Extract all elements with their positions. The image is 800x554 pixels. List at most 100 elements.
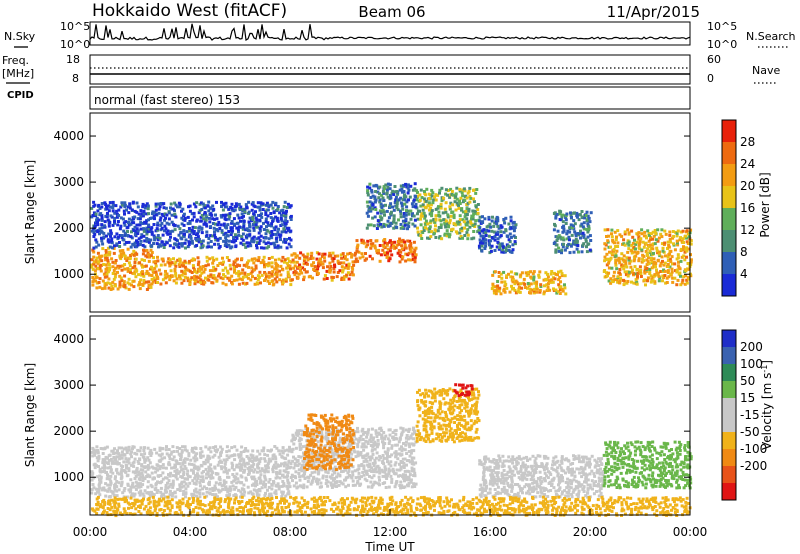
echo-cell xyxy=(553,211,557,215)
echo-cell xyxy=(618,279,622,283)
echo-cell xyxy=(163,263,167,267)
echo-cell xyxy=(237,480,241,484)
echo-cell xyxy=(308,274,312,278)
echo-cell xyxy=(660,228,664,232)
echo-cell xyxy=(499,272,503,276)
echo-cell xyxy=(119,252,123,256)
nsearch-tick-low: 10^0 xyxy=(707,38,737,51)
echo-cell xyxy=(464,194,468,198)
echo-cell xyxy=(403,223,407,227)
echo-cell xyxy=(679,259,683,263)
echo-cell xyxy=(615,235,618,239)
echo-cell xyxy=(186,276,190,280)
echo-cell xyxy=(216,264,220,267)
echo-cell xyxy=(675,239,679,243)
echo-cell xyxy=(675,268,679,272)
echo-cell xyxy=(444,219,448,223)
echo-cell xyxy=(331,426,335,430)
echo-cell xyxy=(532,278,536,282)
echo-cell xyxy=(667,245,671,249)
echo-cell xyxy=(466,228,470,232)
echo-cell xyxy=(149,448,153,452)
echo-cell xyxy=(361,255,365,259)
echo-cell xyxy=(297,462,301,466)
echo-cell xyxy=(138,457,141,461)
echo-cell xyxy=(392,226,396,230)
echo-cell xyxy=(266,208,270,212)
echo-cell xyxy=(150,274,154,277)
echo-cell xyxy=(223,275,227,278)
echo-cell xyxy=(474,205,478,209)
echo-cell xyxy=(219,276,223,280)
echo-cell xyxy=(117,446,121,450)
echo-cell xyxy=(392,214,396,218)
echo-cell xyxy=(213,276,217,280)
echo-cell xyxy=(145,236,149,240)
echo-cell xyxy=(328,261,332,265)
echo-cell xyxy=(345,263,349,267)
echo-cell xyxy=(460,207,464,211)
echo-cell xyxy=(291,433,295,437)
echo-cell xyxy=(394,461,398,465)
echo-cell xyxy=(230,446,234,450)
echo-cell xyxy=(112,251,116,255)
echo-cell xyxy=(507,222,511,226)
echo-cell xyxy=(210,245,213,249)
echo-cell xyxy=(448,205,452,209)
echo-cell xyxy=(176,224,180,228)
echo-cell xyxy=(145,475,149,478)
echo-cell xyxy=(386,182,390,186)
echo-cell xyxy=(221,256,224,260)
echo-cell xyxy=(193,270,197,273)
echo-cell xyxy=(668,233,672,237)
echo-cell xyxy=(259,457,263,461)
echo-cell xyxy=(392,471,396,475)
echo-cell xyxy=(511,243,515,247)
echo-cell xyxy=(376,219,380,223)
power-colorbar-swatch xyxy=(722,208,736,230)
echo-cell xyxy=(118,285,122,289)
echo-cell xyxy=(135,466,139,470)
power-colorbar-swatch xyxy=(722,252,736,274)
echo-cell xyxy=(168,264,172,268)
echo-cell xyxy=(201,480,205,483)
echo-cell xyxy=(575,215,579,219)
echo-cell xyxy=(227,449,231,453)
echo-cell xyxy=(465,207,469,211)
echo-cell xyxy=(271,200,275,204)
echo-cell xyxy=(311,451,315,455)
echo-cell xyxy=(312,444,316,448)
echo-cell xyxy=(324,448,328,452)
echo-cell xyxy=(663,269,667,273)
echo-cell xyxy=(119,216,123,220)
echo-cell xyxy=(263,494,267,498)
echo-cell xyxy=(212,274,216,278)
echo-cell xyxy=(630,251,634,255)
echo-cell xyxy=(98,493,102,497)
echo-cell xyxy=(306,450,310,454)
echo-cell xyxy=(324,418,328,422)
echo-cell xyxy=(266,229,270,233)
echo-cell xyxy=(111,209,115,213)
echo-cell xyxy=(437,210,441,214)
echo-cell xyxy=(293,462,297,466)
echo-cell xyxy=(428,221,432,225)
echo-cell xyxy=(512,229,516,233)
echo-cell xyxy=(221,213,225,217)
echo-cell xyxy=(538,270,542,274)
echo-cell xyxy=(633,257,637,261)
echo-cell xyxy=(124,220,128,224)
echo-cell xyxy=(313,450,316,454)
echo-cell xyxy=(331,478,335,482)
echo-cell xyxy=(275,236,279,240)
echo-cell xyxy=(562,242,565,246)
echo-cell xyxy=(382,436,386,440)
echo-cell xyxy=(135,245,139,249)
echo-cell xyxy=(94,259,98,262)
echo-cell xyxy=(341,482,345,486)
echo-cell xyxy=(675,283,679,287)
echo-cell xyxy=(577,250,580,254)
echo-cell xyxy=(640,232,644,236)
echo-cell xyxy=(282,240,286,244)
echo-cell xyxy=(283,449,287,453)
